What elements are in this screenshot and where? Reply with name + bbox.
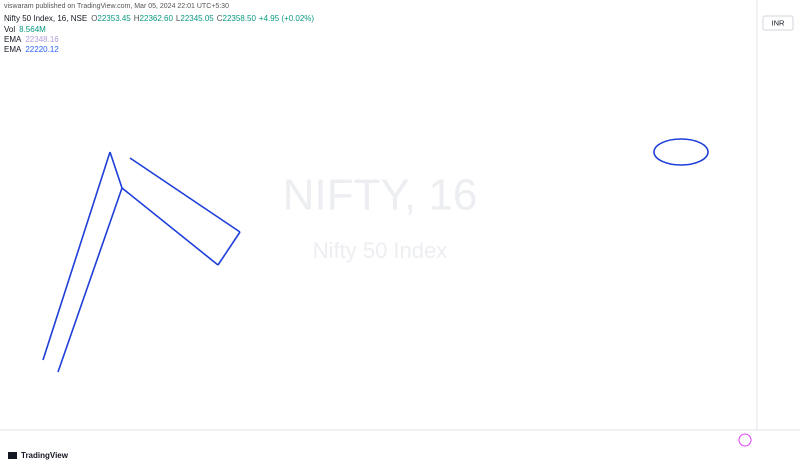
trend-line: [57, 187, 123, 373]
legend-value: 22220.12: [25, 45, 59, 54]
tool-icon[interactable]: [738, 433, 752, 447]
currency-button[interactable]: [762, 15, 794, 31]
watermark: NIFTY, 16: [283, 171, 478, 220]
legend-change: +4.95 (+0.02%): [259, 14, 314, 23]
legend-ema-row: EMA 22348.16: [4, 35, 59, 44]
legend-value: 22353.45: [97, 14, 131, 23]
legend-symbol: Nifty 50 Index, 16, NSE: [4, 14, 87, 23]
legend-ema-row: EMA 22220.12: [4, 45, 59, 54]
legend-name: EMA: [4, 45, 22, 54]
legend-name: EMA: [4, 35, 22, 44]
legend-symbol-row: Nifty 50 Index, 16, NSE O22353.45 H22362.6…: [4, 14, 314, 23]
legend-key: H: [134, 14, 140, 23]
legend-value: 22358.50: [223, 14, 257, 23]
trend-line: [42, 151, 111, 361]
legend-key: O: [91, 14, 97, 23]
currency[interactable]: INR: [772, 18, 786, 27]
trend-line: [121, 187, 219, 266]
legend-volume-row: Vol 8.564M: [4, 25, 46, 34]
brand: TradingView: [21, 451, 69, 460]
legend-key: C: [217, 14, 223, 23]
brand-logo: [8, 452, 17, 459]
legend: viswaram published on TradingView.com, M…: [4, 3, 314, 54]
drawings: [42, 138, 709, 373]
watermark-subtitle: Nifty 50 Index: [313, 238, 448, 263]
highlight-ellipse: [653, 138, 709, 166]
legend-value: 22362.60: [140, 14, 174, 23]
legend-value: 22345.05: [180, 14, 214, 23]
price-axis: [757, 0, 800, 430]
trend-line: [217, 231, 241, 266]
legend-value: 22348.16: [25, 35, 59, 44]
trend-line: [109, 151, 123, 189]
publisher: viswaram published on TradingView.com, M…: [4, 3, 229, 10]
legend-key: L: [176, 14, 181, 23]
trend-line: [129, 157, 241, 233]
legend-name: Vol: [4, 25, 15, 34]
legend-value: 8.564M: [19, 25, 46, 34]
